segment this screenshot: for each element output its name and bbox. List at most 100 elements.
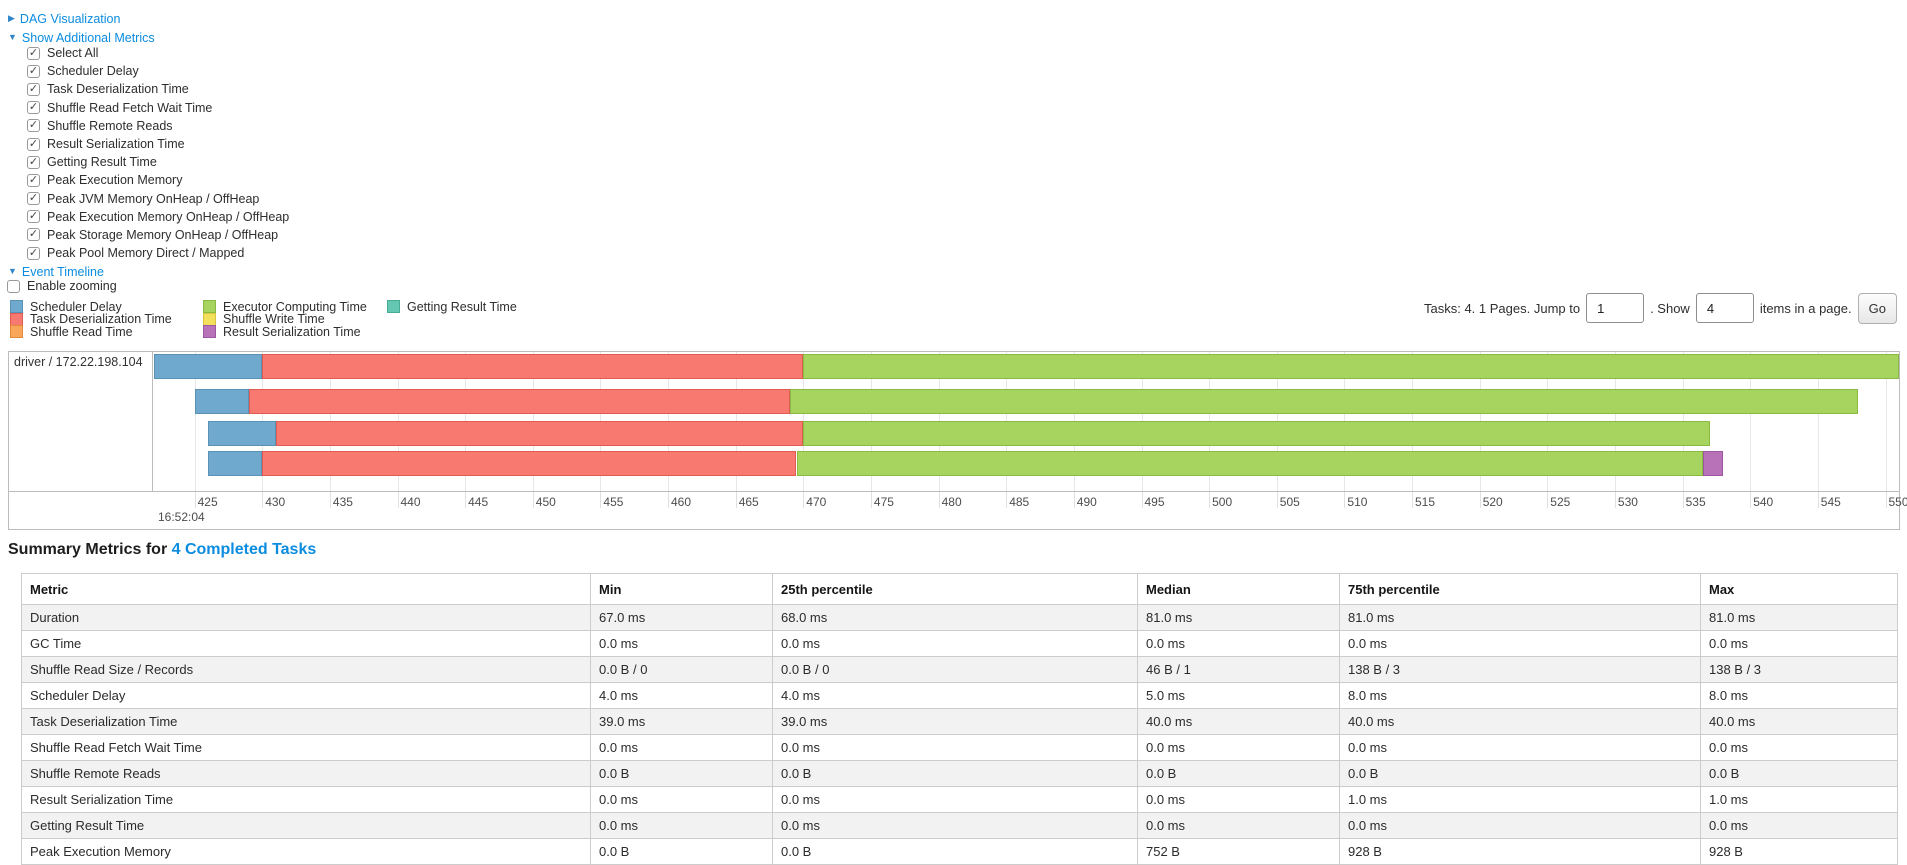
- go-button[interactable]: Go: [1857, 292, 1897, 324]
- legend-item: Task Deserialization Time: [10, 312, 172, 326]
- show-additional-metrics-label: Show Additional Metrics: [21, 30, 155, 45]
- axis-tick-label: 430: [265, 495, 286, 509]
- metric-checkbox-row: ✓ Peak Storage Memory OnHeap / OffHeap: [27, 226, 289, 244]
- legend-item: Getting Result Time: [387, 299, 517, 314]
- metric-checkbox[interactable]: ✓: [27, 46, 40, 60]
- task-bar-segment-scheduler-delay[interactable]: [208, 451, 263, 476]
- metric-value-cell: 0.0 B: [590, 838, 773, 865]
- task-bar-segment-executor-computing[interactable]: [803, 421, 1710, 446]
- metric-checkbox[interactable]: ✓: [27, 173, 40, 187]
- metric-checkbox[interactable]: ✓: [27, 101, 40, 115]
- metric-value-cell: 0.0 ms: [1339, 734, 1701, 761]
- jump-to-page-input[interactable]: [1586, 293, 1645, 323]
- metric-name-cell: Shuffle Read Fetch Wait Time: [21, 734, 591, 761]
- metric-value-cell: 81.0 ms: [1339, 604, 1701, 631]
- axis-tick-label: 445: [468, 495, 489, 509]
- summary-heading-prefix: Summary Metrics for: [8, 541, 172, 558]
- metric-checkbox[interactable]: ✓: [27, 82, 40, 96]
- axis-tick-label: 460: [671, 495, 692, 509]
- metric-checkbox[interactable]: ✓: [27, 119, 40, 133]
- metric-checkbox-row: ✓ Peak Execution Memory OnHeap / OffHeap: [27, 208, 289, 226]
- axis-tick: [1006, 492, 1008, 508]
- metric-value-cell: 39.0 ms: [590, 708, 773, 735]
- task-bar-segment-task-deserialization[interactable]: [262, 354, 804, 379]
- enable-zooming-checkbox[interactable]: [7, 279, 20, 293]
- metric-checkbox-row: ✓ Peak Pool Memory Direct / Mapped: [27, 244, 289, 262]
- dag-visualization-toggle[interactable]: ▶ DAG Visualization: [8, 8, 120, 26]
- metric-checkbox[interactable]: ✓: [27, 137, 40, 151]
- table-header-cell: Min: [590, 573, 773, 605]
- metric-name-cell: Shuffle Read Size / Records: [21, 656, 591, 683]
- axis-tick-label: 425: [197, 495, 218, 509]
- axis-tick-label: 540: [1753, 495, 1774, 509]
- table-row: GC Time 0.0 ms 0.0 ms 0.0 ms 0.0 ms 0.0 ms: [21, 630, 1898, 657]
- task-bar-segment-executor-computing[interactable]: [796, 451, 1703, 476]
- metric-value-cell: 4.0 ms: [772, 682, 1138, 709]
- metric-checkbox-label: Peak Execution Memory: [47, 173, 183, 188]
- task-bar-segment-executor-computing[interactable]: [789, 389, 1859, 414]
- completed-tasks-link[interactable]: 4 Completed Tasks: [171, 541, 317, 558]
- metric-name-cell: Duration: [21, 604, 591, 631]
- table-row: Shuffle Read Fetch Wait Time 0.0 ms 0.0 ms…: [21, 734, 1898, 761]
- task-bar-segment-scheduler-delay[interactable]: [208, 421, 276, 446]
- items-per-page-input[interactable]: [1695, 293, 1754, 323]
- collapsed-arrow-icon: ▶: [8, 13, 15, 23]
- metric-value-cell: 928 B: [1339, 838, 1701, 865]
- metric-checkbox-label: Scheduler Delay: [47, 64, 139, 79]
- axis-tick: [1885, 492, 1887, 508]
- metric-value-cell: 40.0 ms: [1700, 708, 1898, 735]
- axis-tick: [600, 492, 602, 508]
- metric-checkbox[interactable]: ✓: [27, 228, 40, 242]
- table-header-cell: 75th percentile: [1339, 573, 1701, 605]
- metric-checkbox[interactable]: ✓: [27, 210, 40, 224]
- table-row: Shuffle Read Size / Records 0.0 B / 0 0.0 …: [21, 656, 1898, 683]
- show-additional-metrics-toggle[interactable]: ▼ Show Additional Metrics: [8, 27, 155, 45]
- metric-value-cell: 0.0 ms: [1137, 812, 1340, 839]
- axis-tick-label: 480: [941, 495, 962, 509]
- legend-swatch-getting-result-time: [387, 300, 400, 313]
- task-bar-segment-task-deserialization[interactable]: [248, 389, 790, 414]
- axis-tick-label: 535: [1685, 495, 1706, 509]
- task-bar-segment-result-serialization[interactable]: [1702, 451, 1724, 476]
- axis-tick-label: 515: [1415, 495, 1436, 509]
- table-row: Duration 67.0 ms 68.0 ms 81.0 ms 81.0 ms 81.0…: [21, 604, 1898, 631]
- axis-tick-label: 450: [535, 495, 556, 509]
- metric-checkbox-label: Shuffle Remote Reads: [47, 118, 173, 133]
- metric-value-cell: 0.0 ms: [772, 734, 1138, 761]
- task-bar-segment-task-deserialization[interactable]: [262, 451, 797, 476]
- legend-label: Getting Result Time: [407, 299, 517, 314]
- metric-checkbox[interactable]: ✓: [27, 64, 40, 78]
- axis-tick: [1209, 492, 1211, 508]
- task-bar-segment-scheduler-delay[interactable]: [154, 354, 263, 379]
- metric-value-cell: 0.0 ms: [1700, 812, 1898, 839]
- metric-value-cell: 138 B / 3: [1700, 656, 1898, 683]
- tasks-count-text: Tasks: 4. 1 Pages. Jump to: [1424, 300, 1581, 316]
- metric-value-cell: 67.0 ms: [590, 604, 773, 631]
- task-bar-segment-scheduler-delay[interactable]: [194, 389, 249, 414]
- metric-checkbox-row: ✓ Getting Result Time: [27, 153, 289, 171]
- metric-value-cell: 40.0 ms: [1339, 708, 1701, 735]
- metric-checkbox-row: ✓ Task Deserialization Time: [27, 80, 289, 98]
- axis-tick-label: 500: [1212, 495, 1233, 509]
- event-timeline-toggle[interactable]: ▼ Event Timeline: [8, 261, 104, 279]
- metric-value-cell: 752 B: [1137, 838, 1340, 865]
- metric-checkbox-label: Peak Storage Memory OnHeap / OffHeap: [47, 227, 279, 242]
- metric-value-cell: 0.0 ms: [1339, 630, 1701, 657]
- metric-value-cell: 0.0 ms: [772, 812, 1138, 839]
- metric-checkbox[interactable]: ✓: [27, 246, 40, 260]
- metric-checkbox-label: Select All: [47, 46, 99, 61]
- metric-value-cell: 81.0 ms: [1700, 604, 1898, 631]
- metric-value-cell: 68.0 ms: [772, 604, 1138, 631]
- axis-tick: [1682, 492, 1684, 508]
- task-bar-segment-executor-computing[interactable]: [803, 354, 1899, 379]
- task-bar-segment-task-deserialization[interactable]: [275, 421, 804, 446]
- metric-checkbox[interactable]: ✓: [27, 155, 40, 169]
- metric-value-cell: 138 B / 3: [1339, 656, 1701, 683]
- metric-name-cell: Shuffle Remote Reads: [21, 760, 591, 787]
- metric-checkbox[interactable]: ✓: [27, 192, 40, 206]
- axis-tick-label: 470: [806, 495, 827, 509]
- legend-swatch-task-deserialization-time: [10, 312, 23, 326]
- timeline-gridline: [1750, 352, 1752, 491]
- legend-swatch-shuffle-write-time: [203, 312, 216, 326]
